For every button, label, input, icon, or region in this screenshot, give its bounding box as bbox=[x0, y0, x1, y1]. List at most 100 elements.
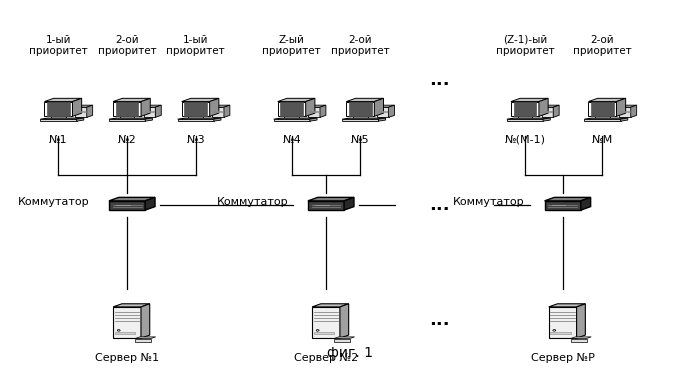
Polygon shape bbox=[584, 119, 621, 121]
Polygon shape bbox=[581, 197, 591, 210]
Text: Коммутатор: Коммутатор bbox=[18, 197, 90, 207]
Text: ...: ... bbox=[429, 311, 449, 329]
Polygon shape bbox=[349, 102, 372, 116]
Polygon shape bbox=[542, 105, 559, 107]
Polygon shape bbox=[109, 201, 145, 210]
Polygon shape bbox=[549, 307, 577, 338]
Polygon shape bbox=[340, 304, 349, 338]
Polygon shape bbox=[334, 339, 350, 342]
Circle shape bbox=[553, 329, 556, 331]
Polygon shape bbox=[309, 107, 320, 117]
Polygon shape bbox=[145, 118, 153, 121]
Polygon shape bbox=[543, 118, 550, 121]
Polygon shape bbox=[517, 116, 532, 118]
Polygon shape bbox=[378, 111, 387, 112]
Text: Сервер №1: Сервер №1 bbox=[95, 353, 159, 363]
Polygon shape bbox=[141, 98, 150, 116]
Polygon shape bbox=[389, 105, 395, 117]
Polygon shape bbox=[144, 107, 155, 117]
Polygon shape bbox=[109, 197, 155, 201]
Polygon shape bbox=[507, 118, 550, 119]
Polygon shape bbox=[320, 105, 326, 117]
Polygon shape bbox=[308, 197, 354, 201]
Polygon shape bbox=[75, 107, 87, 117]
Polygon shape bbox=[284, 116, 299, 118]
Text: №3: №3 bbox=[186, 135, 205, 145]
Polygon shape bbox=[274, 118, 317, 119]
Polygon shape bbox=[595, 116, 610, 118]
Polygon shape bbox=[314, 332, 334, 334]
Polygon shape bbox=[552, 205, 566, 206]
Polygon shape bbox=[539, 98, 548, 116]
Polygon shape bbox=[45, 102, 72, 116]
Polygon shape bbox=[135, 339, 151, 342]
Polygon shape bbox=[589, 98, 626, 102]
Polygon shape bbox=[553, 105, 559, 117]
Polygon shape bbox=[377, 105, 395, 107]
Polygon shape bbox=[621, 118, 628, 121]
Text: 2-ой
приоритет: 2-ой приоритет bbox=[573, 35, 632, 56]
Polygon shape bbox=[51, 116, 66, 118]
Text: 2-ой
приоритет: 2-ой приоритет bbox=[98, 35, 156, 56]
Polygon shape bbox=[274, 119, 310, 121]
Polygon shape bbox=[631, 105, 637, 117]
Polygon shape bbox=[306, 98, 315, 116]
Polygon shape bbox=[617, 98, 626, 116]
Polygon shape bbox=[214, 111, 223, 112]
Text: ...: ... bbox=[429, 71, 449, 89]
Polygon shape bbox=[135, 337, 155, 339]
Polygon shape bbox=[278, 98, 315, 102]
Polygon shape bbox=[542, 107, 553, 117]
Polygon shape bbox=[212, 107, 224, 117]
Polygon shape bbox=[620, 111, 629, 112]
Polygon shape bbox=[212, 105, 230, 107]
Polygon shape bbox=[511, 98, 548, 102]
Polygon shape bbox=[184, 102, 207, 116]
Polygon shape bbox=[145, 111, 154, 112]
Polygon shape bbox=[589, 102, 617, 116]
Polygon shape bbox=[214, 118, 221, 121]
Polygon shape bbox=[113, 307, 141, 338]
Text: №1: №1 bbox=[49, 135, 68, 145]
Polygon shape bbox=[188, 116, 203, 118]
Polygon shape bbox=[278, 102, 306, 116]
Text: Сервер №2: Сервер №2 bbox=[294, 353, 358, 363]
Text: Коммутатор: Коммутатор bbox=[216, 197, 288, 207]
Text: Сервер №P: Сервер №P bbox=[531, 353, 594, 363]
Polygon shape bbox=[41, 118, 84, 119]
Polygon shape bbox=[312, 304, 349, 307]
Text: 2-ой
приоритет: 2-ой приоритет bbox=[331, 35, 390, 56]
Polygon shape bbox=[178, 119, 214, 121]
Polygon shape bbox=[47, 102, 70, 116]
Polygon shape bbox=[346, 102, 374, 116]
Circle shape bbox=[117, 329, 120, 331]
Polygon shape bbox=[72, 98, 82, 116]
Polygon shape bbox=[87, 105, 92, 117]
Polygon shape bbox=[155, 105, 161, 117]
Polygon shape bbox=[113, 304, 150, 307]
Text: №(М-1): №(М-1) bbox=[505, 135, 545, 145]
Text: фиг. 1: фиг. 1 bbox=[327, 346, 373, 360]
Polygon shape bbox=[116, 205, 131, 206]
Polygon shape bbox=[570, 337, 592, 339]
Polygon shape bbox=[75, 105, 92, 107]
Polygon shape bbox=[344, 197, 354, 210]
Polygon shape bbox=[76, 118, 84, 121]
Text: №4: №4 bbox=[282, 135, 301, 145]
Text: Коммутатор: Коммутатор bbox=[454, 197, 525, 207]
Polygon shape bbox=[116, 102, 139, 116]
Polygon shape bbox=[511, 102, 539, 116]
Polygon shape bbox=[309, 111, 318, 112]
Polygon shape bbox=[182, 98, 219, 102]
Polygon shape bbox=[334, 337, 355, 339]
Polygon shape bbox=[549, 304, 585, 307]
Polygon shape bbox=[374, 98, 384, 116]
Text: №5: №5 bbox=[351, 135, 370, 145]
Polygon shape bbox=[120, 116, 134, 118]
Polygon shape bbox=[620, 107, 631, 117]
Polygon shape bbox=[209, 98, 219, 116]
Polygon shape bbox=[315, 205, 330, 206]
Polygon shape bbox=[182, 102, 209, 116]
Polygon shape bbox=[308, 201, 344, 210]
Polygon shape bbox=[545, 201, 581, 210]
